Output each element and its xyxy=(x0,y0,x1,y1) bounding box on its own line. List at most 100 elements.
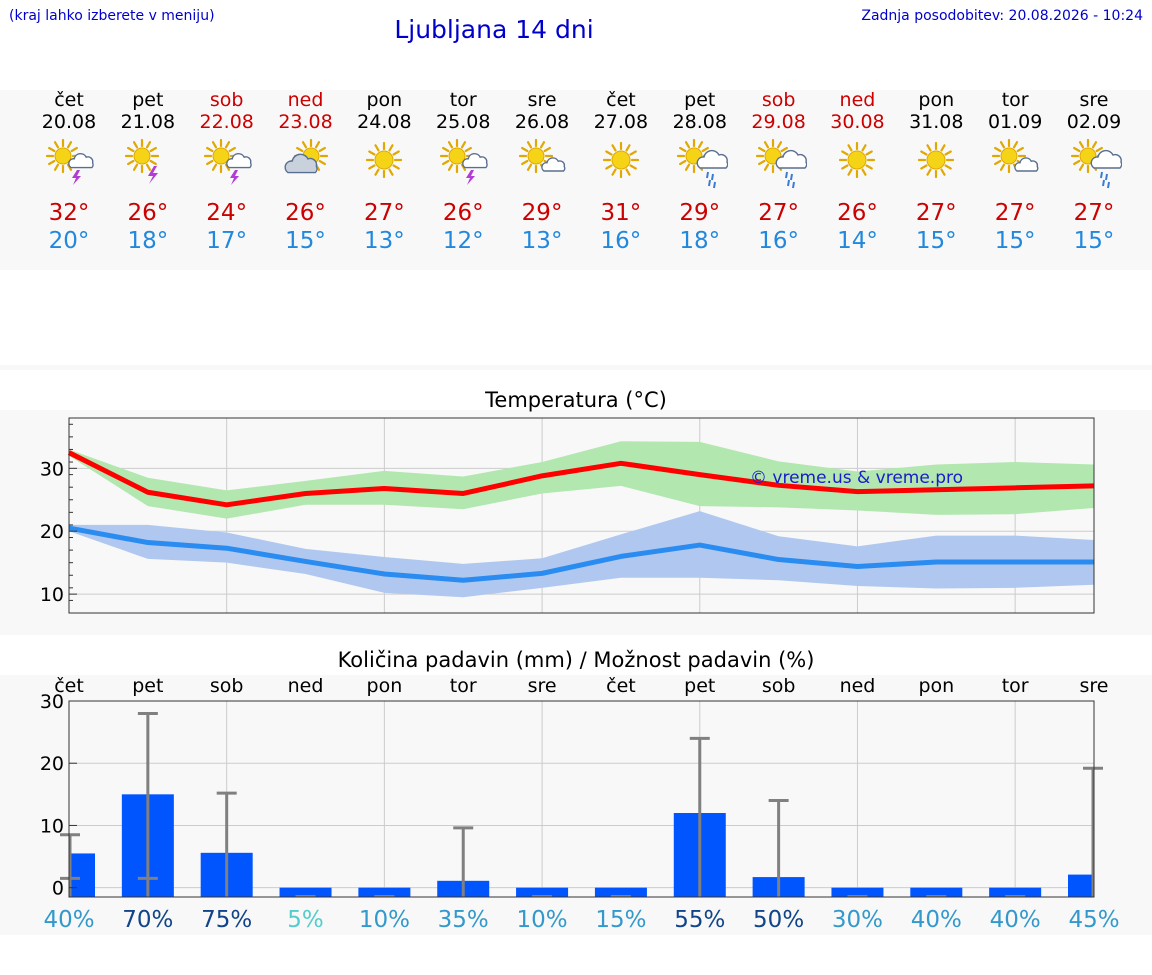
precipitation-probability: 55% xyxy=(674,907,725,933)
min-temperature-band xyxy=(69,511,1094,598)
day-name: pon xyxy=(918,89,955,111)
day-label: pet xyxy=(132,675,163,697)
day-date: 20.08 xyxy=(41,111,97,133)
day-date: 30.08 xyxy=(830,111,885,133)
min-temperature: 15° xyxy=(915,228,957,254)
precipitation-probability: 70% xyxy=(122,907,173,933)
max-temperature: 26° xyxy=(285,200,326,226)
max-temperature: 26° xyxy=(442,200,484,226)
day-label: ned xyxy=(840,675,876,697)
day-name: sob xyxy=(209,89,244,111)
max-temperature: 26° xyxy=(837,200,878,226)
day-name: ned xyxy=(287,89,324,111)
day-name: ned xyxy=(839,89,876,111)
min-temperature: 12° xyxy=(442,228,484,254)
location-hint[interactable]: (kraj lahko izberete v meniju) xyxy=(9,8,215,24)
day-name: sre xyxy=(527,89,557,111)
sun-cloud-thunder-icon xyxy=(45,138,94,185)
precipitation-probability: 30% xyxy=(832,907,883,933)
day-name: pet xyxy=(132,89,164,111)
max-temperature: 32° xyxy=(48,200,90,226)
max-temperature: 27° xyxy=(915,200,957,226)
day-label: sre xyxy=(528,675,557,697)
sun-icon xyxy=(918,141,955,179)
precipitation-probability: 35% xyxy=(438,907,489,933)
sun-cloud-thunder-icon xyxy=(440,138,488,185)
sun-cloud-thunder-icon xyxy=(203,138,252,185)
precipitation-probability: 15% xyxy=(595,907,646,933)
temperature-chart-title: Temperatura (°C) xyxy=(485,388,667,412)
watermark: © vreme.us & vreme.pro xyxy=(750,468,963,488)
precipitation-bar xyxy=(989,887,1042,897)
max-temperature-band xyxy=(69,441,1094,519)
plot-frame xyxy=(68,700,1095,898)
precipitation-probability: 50% xyxy=(753,907,804,933)
day-date: 28.08 xyxy=(672,111,727,133)
y-tick-label: 20 xyxy=(40,521,64,543)
precipitation-bar xyxy=(1068,874,1094,897)
max-temperature: 26° xyxy=(127,200,169,226)
max-temperature: 29° xyxy=(521,200,563,226)
precipitation-bar xyxy=(358,887,411,897)
precipitation-chart-title: Količina padavin (mm) / Možnost padavin … xyxy=(337,648,815,672)
page-title: Ljubljana 14 dni xyxy=(394,15,594,44)
last-updated: Zadnja posodobitev: 20.08.2026 - 10:24 xyxy=(861,8,1143,24)
precipitation-bar xyxy=(279,887,332,897)
min-temperature: 15° xyxy=(285,228,326,254)
max-temperature: 31° xyxy=(600,200,642,226)
max-temperature: 27° xyxy=(363,200,405,226)
day-date: 31.08 xyxy=(909,111,964,133)
day-name: pon xyxy=(366,89,403,111)
precipitation-probability: 5% xyxy=(287,907,324,933)
day-label: tor xyxy=(1002,675,1029,697)
y-tick-label: 10 xyxy=(40,584,64,606)
day-label: ned xyxy=(288,675,324,697)
min-temperature: 20° xyxy=(48,228,90,254)
precipitation-probability: 10% xyxy=(517,907,568,933)
day-name: tor xyxy=(449,89,477,111)
sun-small-cloud-icon xyxy=(992,138,1039,174)
day-label: sob xyxy=(210,675,244,697)
precipitation-bar xyxy=(831,887,884,897)
min-temperature: 13° xyxy=(521,228,563,254)
precipitation-bar xyxy=(594,887,647,897)
precipitation-chart: čet pet sob ned pon tor sre čet pet sob ned pon tor s… xyxy=(40,675,1120,933)
precipitation-probability: 75% xyxy=(201,907,252,933)
y-tick-label: 30 xyxy=(40,691,64,713)
day-date: 23.08 xyxy=(278,111,333,133)
min-temperature: 16° xyxy=(758,228,799,254)
day-label: pet xyxy=(684,675,715,697)
day-label: čet xyxy=(54,675,84,697)
sun-behind-cloud-icon xyxy=(283,138,328,174)
y-tick-label: 0 xyxy=(52,878,64,900)
plot-frame xyxy=(68,417,1095,614)
day-label: pon xyxy=(918,675,954,697)
max-temperature: 27° xyxy=(994,200,1036,226)
min-temperature-line xyxy=(68,525,1094,583)
day-date: 26.08 xyxy=(514,111,570,133)
min-temperature: 18° xyxy=(127,228,169,254)
day-label: sob xyxy=(762,675,796,697)
day-label: pon xyxy=(367,675,403,697)
max-temperature: 27° xyxy=(758,200,799,226)
sun-cloud-rain-icon xyxy=(676,138,728,189)
day-date: 21.08 xyxy=(120,111,176,133)
temperature-chart: 10 20 30 © vreme.us & vreme.pro xyxy=(40,417,1095,614)
sun-thunder-icon xyxy=(124,138,159,184)
day-date: 02.09 xyxy=(1066,111,1122,133)
day-label: sre xyxy=(1080,675,1109,697)
day-label: čet xyxy=(606,675,636,697)
y-tick-label: 10 xyxy=(40,815,64,837)
min-temperature: 14° xyxy=(837,228,878,254)
day-date: 01.09 xyxy=(987,111,1043,133)
min-temperature: 13° xyxy=(363,228,405,254)
precipitation-probability: 45% xyxy=(1068,907,1119,933)
precipitation-probability: 40% xyxy=(43,907,94,933)
min-temperature: 15° xyxy=(1073,228,1115,254)
min-temperature: 18° xyxy=(679,228,721,254)
day-label: tor xyxy=(450,675,477,697)
day-date: 22.08 xyxy=(199,111,254,133)
max-temperature: 27° xyxy=(1073,200,1115,226)
max-temperature: 24° xyxy=(206,200,248,226)
day-name: čet xyxy=(54,89,84,111)
